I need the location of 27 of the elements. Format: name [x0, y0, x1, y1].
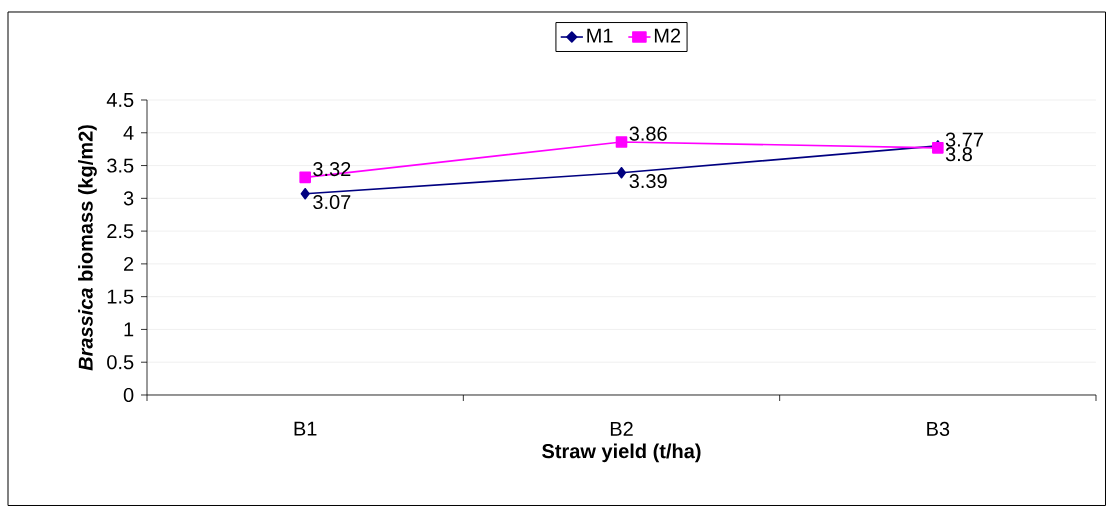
y-tick-label: 0	[123, 387, 134, 403]
legend-label: M1	[587, 28, 613, 43]
y-tick-label: 1.5	[107, 289, 134, 304]
y-axis-title: Brassica biomass (kg/m2)	[78, 125, 97, 371]
x-axis-title: Straw yield (t/ha)	[542, 443, 701, 463]
y-tick-label: 4	[123, 125, 134, 140]
data-label: 3.8	[945, 147, 972, 162]
y-tick-label: 2	[124, 256, 134, 271]
y-tick-label: 3.5	[107, 158, 134, 173]
point	[300, 187, 310, 200]
point	[616, 166, 627, 179]
point	[615, 136, 628, 148]
point	[299, 171, 311, 184]
x-tick-label: B3	[927, 421, 950, 437]
x-tick-label: B2	[610, 421, 633, 436]
data-label: 3.07	[313, 194, 351, 210]
data-label: 3.39	[629, 173, 667, 189]
x-tick-label: B1	[294, 421, 317, 436]
y-tick-label: 4.5	[106, 93, 134, 107]
data-label: 3.77	[945, 132, 983, 147]
y-tick-label: 2.5	[107, 224, 134, 239]
data-label: 3.32	[313, 162, 351, 177]
legend-label: M2	[654, 28, 681, 43]
data-label: 3.86	[629, 126, 667, 141]
y-tick-label: 1	[124, 322, 134, 337]
y-tick-label: 0.5	[107, 355, 134, 370]
y-tick-label: 3	[123, 191, 134, 206]
